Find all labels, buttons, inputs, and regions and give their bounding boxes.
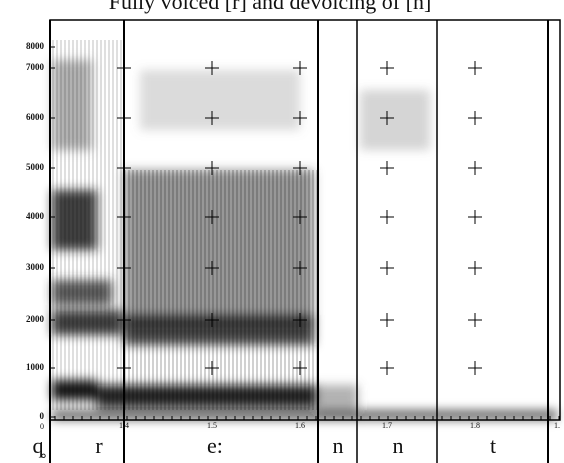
y-tick-label: 8000 [26, 41, 45, 51]
y-tick-label: 1000 [26, 362, 45, 372]
segment-label: q̥ [33, 433, 47, 458]
x-tick-label: 1.5 [207, 421, 217, 430]
y-tick-label: 4000 [26, 211, 45, 221]
x-tick-label: 1.4 [119, 421, 129, 430]
y-tick-label: 0 [40, 411, 45, 421]
y-tick-label: 3000 [26, 262, 45, 272]
spectrogram-shading [50, 20, 560, 420]
figure-title: Fully voiced [r] and devoicing of [n] [109, 0, 432, 14]
segment-label: r [95, 433, 103, 458]
y-tick-label: 5000 [26, 162, 45, 172]
page: {"title": "Fully voiced [r] and devoicin… [0, 0, 564, 463]
segment-label: e: [207, 433, 223, 458]
segment-label: t [490, 433, 496, 458]
x-tick-label: 1.8 [470, 421, 480, 430]
y-tick-label: 2000 [26, 314, 45, 324]
x-origin-label: 0 [40, 422, 44, 431]
y-tick-label: 6000 [26, 112, 45, 122]
x-tick-label: 1. [554, 421, 560, 430]
segment-label: n [333, 433, 344, 458]
x-tick-label: 1.7 [382, 421, 392, 430]
spectrogram-figure: Fully voiced [r] and devoicing of [n] [0, 0, 564, 463]
segment-label: n [393, 433, 404, 458]
x-tick-label: 1.6 [295, 421, 305, 430]
y-tick-label: 7000 [26, 62, 45, 72]
